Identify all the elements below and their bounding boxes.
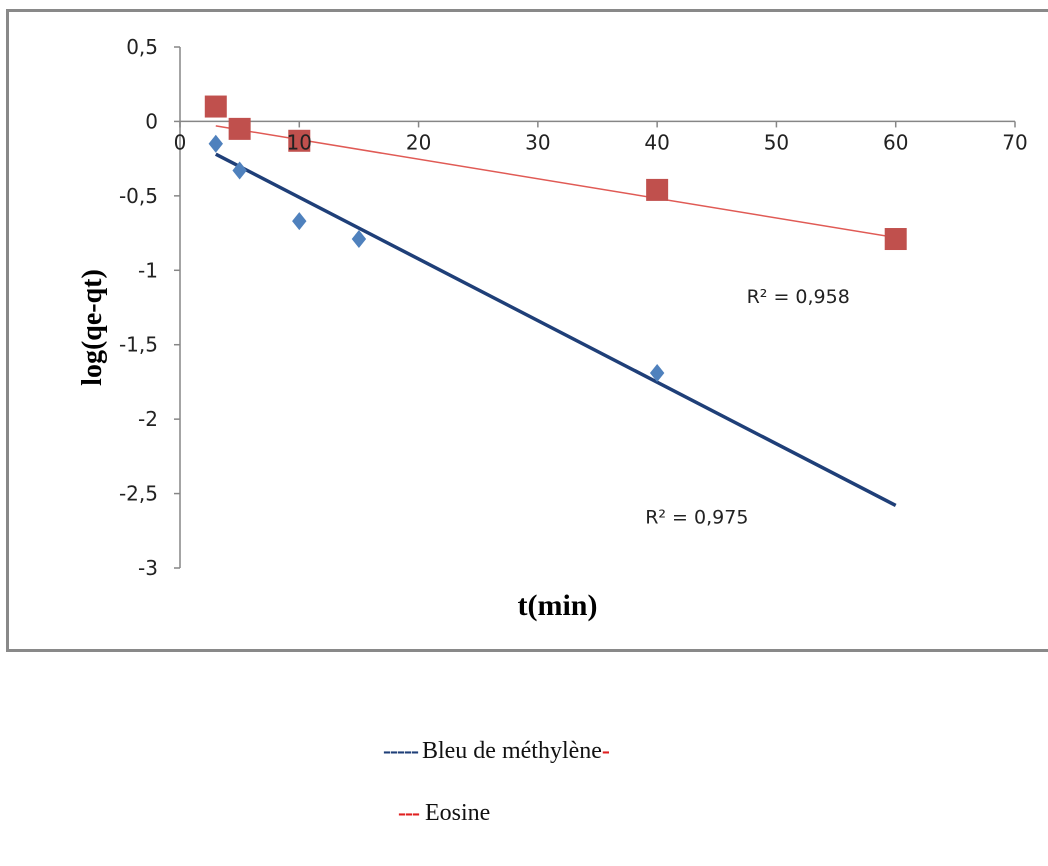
r2-label-eosine: R² = 0,958 [747,286,850,308]
data-point-eosine [228,117,251,140]
data-point-eosine [288,129,311,152]
y-tick-label: 0 [145,109,158,133]
data-point-bleu [351,230,367,249]
data-point-bleu [208,134,223,153]
legend-dash-eosine: --- [398,800,420,826]
axes [174,46,1016,569]
x-tick-label: 20 [406,130,431,154]
y-tick-label: -0,5 [119,184,158,208]
legend-label-bleu: Bleu de méthylène [421,738,602,764]
chart-labels: 0,5 0 -0,5 -1 -1,5 -2 -2,5 -3 0 10 20 30 40 50 60 70 R² … [77,35,1028,622]
x-tick-label: 40 [644,130,669,154]
data-point-eosine [646,178,669,201]
data-point-bleu [232,161,247,180]
data-point-bleu [649,363,665,382]
r2-label-bleu: R² = 0,975 [645,506,748,528]
data-points [204,95,907,382]
x-tick-label: 30 [525,130,550,154]
x-tick-label: 60 [883,130,908,154]
trendline-eosine [215,125,896,239]
trendlines [214,125,897,508]
x-tick-label: 50 [764,130,789,154]
legend-dash-bleu: ----- [383,738,419,764]
x-tick-label: 0 [174,130,187,154]
data-point-eosine [204,95,227,118]
y-tick-label: -1 [138,258,158,282]
y-tick-label: -3 [138,556,158,580]
y-tick-label: -2,5 [119,482,158,506]
x-tick-label: 70 [1002,130,1027,154]
trendline-bleu [214,152,897,508]
legend-entry-bleu: ----- Bleu de méthylène- [383,738,610,765]
data-point-bleu [292,212,307,231]
y-tick-label: -2 [138,407,158,431]
y-axis-title: log(qe-qt) [77,269,108,386]
legend-label-eosine: Eosine [424,800,491,826]
data-point-eosine [884,228,907,251]
x-axis-title: t(min) [518,589,598,622]
legend-entry-eosine: --- Eosine [398,800,490,827]
chart-plot: 0,5 0 -0,5 -1 -1,5 -2 -2,5 -3 0 10 20 30 40 50 60 70 R² … [77,35,1028,622]
x-tick-label: 10 [287,130,312,154]
legend-suffix-bleu: - [601,738,610,764]
y-tick-label: 0,5 [126,35,158,59]
y-tick-label: -1,5 [119,333,158,357]
